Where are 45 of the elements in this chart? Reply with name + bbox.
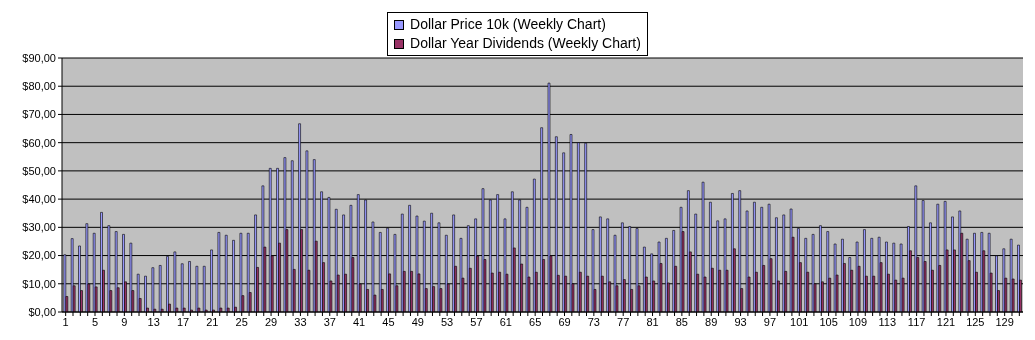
x-tick-label: 25 bbox=[235, 315, 248, 328]
y-tick-label: $0,00 bbox=[28, 305, 56, 318]
x-tick-label: 97 bbox=[763, 315, 777, 328]
x-tick-label: 49 bbox=[411, 315, 424, 328]
legend-label: Dollar Year Dividends (Weekly Chart) bbox=[410, 34, 641, 53]
x-tick-label: 81 bbox=[646, 315, 659, 328]
x-tick-label: 9 bbox=[121, 315, 128, 328]
x-tick-label: 13 bbox=[147, 315, 160, 328]
x-tick-label: 89 bbox=[705, 315, 718, 328]
x-tick-label: 113 bbox=[878, 315, 897, 328]
y-tick-label: $20,00 bbox=[22, 249, 56, 262]
x-tick-label: 121 bbox=[936, 315, 956, 328]
y-tick-label: $10,00 bbox=[22, 277, 56, 290]
x-tick-label: 105 bbox=[819, 315, 838, 328]
x-tick-label: 69 bbox=[558, 315, 571, 328]
y-tick-label: $60,00 bbox=[22, 136, 56, 149]
x-tick-label: 29 bbox=[264, 315, 278, 328]
x-tick-label: 21 bbox=[206, 315, 219, 328]
x-tick-label: 1 bbox=[62, 315, 69, 328]
y-tick-label: $80,00 bbox=[22, 80, 56, 93]
x-tick-label: 37 bbox=[323, 315, 336, 328]
x-tick-label: 125 bbox=[966, 315, 985, 328]
x-tick-label: 101 bbox=[790, 315, 809, 328]
x-tick-label: 117 bbox=[907, 315, 926, 328]
x-tick-label: 33 bbox=[294, 315, 307, 328]
y-tick-label: $30,00 bbox=[22, 221, 56, 234]
x-tick-label: 77 bbox=[617, 315, 630, 328]
x-tick-label: 61 bbox=[499, 315, 512, 328]
y-tick-label: $50,00 bbox=[22, 164, 56, 177]
y-tick-label: $40,00 bbox=[22, 193, 56, 206]
x-tick-label: 17 bbox=[176, 315, 190, 328]
x-tick-label: 73 bbox=[587, 315, 600, 328]
x-tick-label: 41 bbox=[352, 315, 366, 328]
y-tick-label: $90,00 bbox=[22, 51, 56, 64]
x-tick-label: 93 bbox=[734, 315, 747, 328]
x-tick-label: 5 bbox=[91, 315, 99, 328]
x-tick-label: 45 bbox=[382, 315, 395, 328]
x-tick-label: 57 bbox=[470, 315, 483, 328]
x-tick-label: 109 bbox=[848, 315, 868, 328]
x-tick-label: 129 bbox=[995, 315, 1014, 328]
legend-label: Dollar Price 10k (Weekly Chart) bbox=[410, 15, 606, 34]
x-tick-label: 85 bbox=[675, 315, 689, 328]
x-tick-label: 65 bbox=[529, 315, 542, 328]
x-tick-label: 53 bbox=[441, 315, 454, 328]
y-tick-label: $70,00 bbox=[22, 108, 56, 121]
